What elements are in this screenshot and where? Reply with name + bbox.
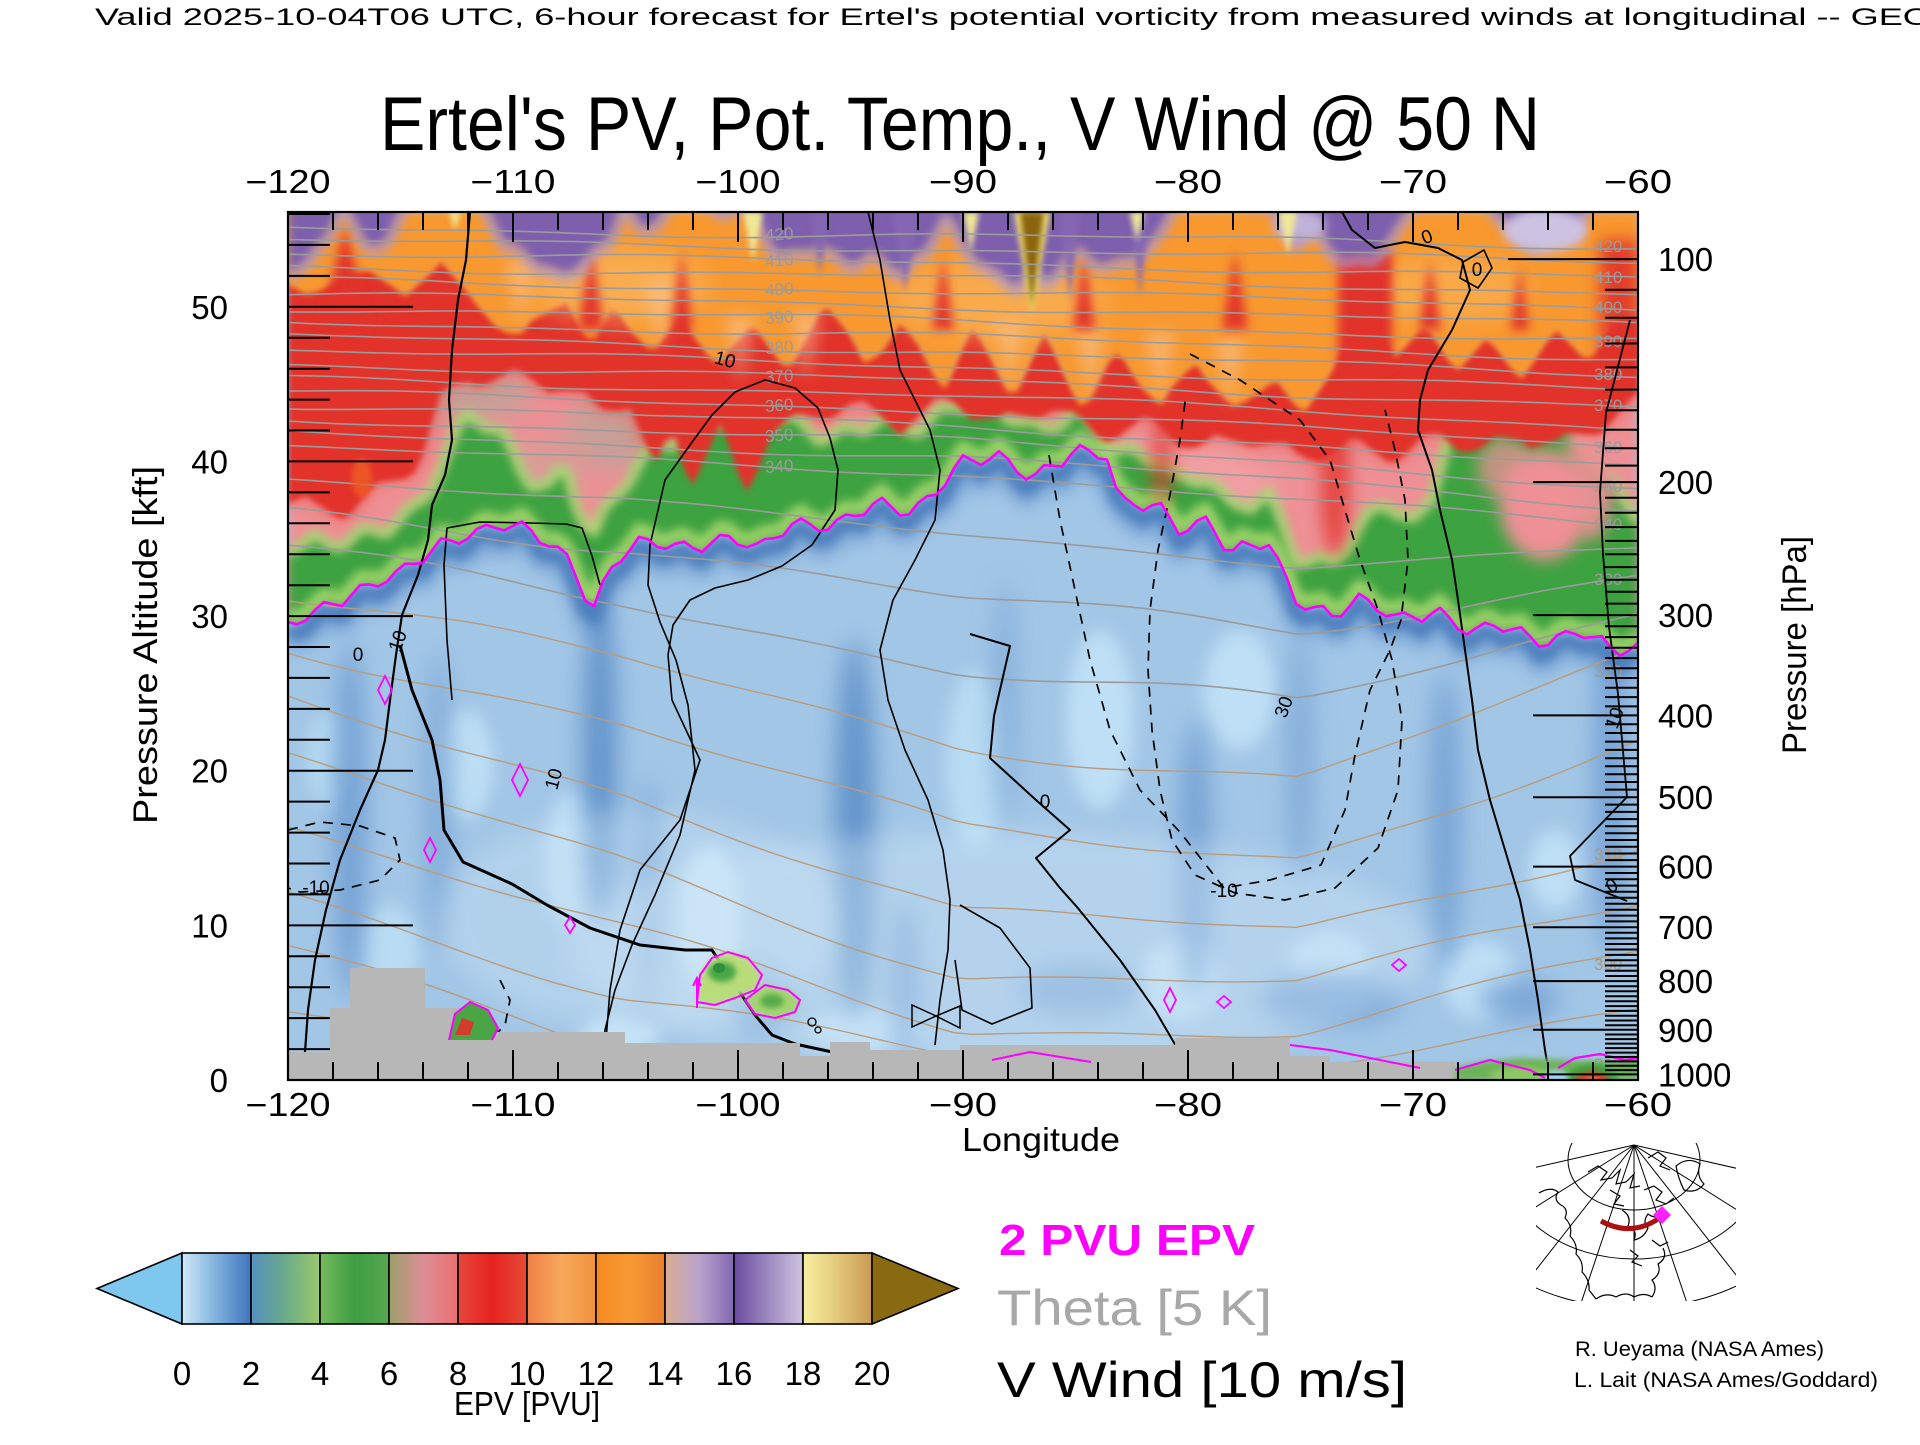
svg-text:700: 700 — [1658, 909, 1713, 946]
svg-text:Longitude: Longitude — [962, 1121, 1120, 1158]
svg-text:−120: −120 — [246, 163, 331, 200]
svg-text:−90: −90 — [929, 163, 997, 200]
svg-text:V Wind [10 m/s]: V Wind [10 m/s] — [997, 1352, 1407, 1408]
svg-text:−100: −100 — [696, 1086, 781, 1123]
svg-text:12: 12 — [578, 1355, 615, 1392]
svg-text:40: 40 — [191, 443, 228, 480]
svg-text:0: 0 — [210, 1062, 228, 1099]
svg-text:0: 0 — [1472, 260, 1483, 281]
svg-text:340: 340 — [764, 456, 794, 477]
svg-text:400: 400 — [764, 279, 794, 300]
svg-text:50: 50 — [191, 289, 228, 326]
svg-text:−110: −110 — [471, 1086, 556, 1123]
svg-text:Valid 2025-10-04T06 UTC, 6-hou: Valid 2025-10-04T06 UTC, 6-hour forecast… — [95, 4, 1920, 31]
svg-text:360: 360 — [764, 395, 794, 416]
svg-text:Theta [5 K]: Theta [5 K] — [997, 1280, 1272, 1336]
svg-text:20: 20 — [191, 753, 228, 790]
svg-text:EPV [PVU]: EPV [PVU] — [454, 1385, 600, 1422]
svg-text:−80: −80 — [1154, 163, 1222, 200]
svg-text:0: 0 — [173, 1355, 191, 1392]
svg-text:10: 10 — [191, 907, 228, 944]
svg-text:-10: -10 — [302, 878, 329, 899]
svg-text:340: 340 — [1594, 515, 1622, 534]
svg-text:420: 420 — [1594, 237, 1622, 256]
svg-text:350: 350 — [764, 425, 794, 446]
svg-text:390: 390 — [764, 307, 794, 328]
svg-text:-10: -10 — [1210, 881, 1237, 902]
svg-text:−60: −60 — [1604, 1086, 1672, 1123]
svg-text:−70: −70 — [1379, 1086, 1447, 1123]
svg-text:2: 2 — [242, 1355, 260, 1392]
svg-text:8: 8 — [449, 1355, 467, 1392]
svg-text:410: 410 — [1594, 268, 1622, 287]
svg-text:600: 600 — [1658, 849, 1713, 886]
svg-text:Pressure Altitude [kft]: Pressure Altitude [kft] — [127, 466, 165, 824]
svg-text:500: 500 — [1658, 779, 1713, 816]
svg-text:200: 200 — [1658, 464, 1713, 501]
svg-text:390: 390 — [1594, 332, 1622, 351]
svg-text:−110: −110 — [471, 163, 556, 200]
svg-text:R. Ueyama (NASA Ames): R. Ueyama (NASA Ames) — [1575, 1338, 1824, 1361]
svg-text:10: 10 — [509, 1355, 546, 1392]
svg-text:−60: −60 — [1604, 163, 1672, 200]
svg-text:14: 14 — [647, 1355, 684, 1392]
svg-text:20: 20 — [854, 1355, 891, 1392]
svg-text:0: 0 — [353, 645, 364, 666]
svg-text:800: 800 — [1658, 963, 1713, 1000]
svg-text:−120: −120 — [246, 1086, 331, 1123]
svg-text:−80: −80 — [1154, 1086, 1222, 1123]
svg-text:0: 0 — [1040, 792, 1051, 813]
svg-text:−90: −90 — [929, 1086, 997, 1123]
svg-text:400: 400 — [1658, 697, 1713, 734]
svg-text:420: 420 — [764, 224, 794, 245]
svg-text:900: 900 — [1658, 1012, 1713, 1049]
svg-text:1000: 1000 — [1658, 1056, 1731, 1093]
svg-text:−100: −100 — [696, 163, 781, 200]
svg-text:16: 16 — [716, 1355, 753, 1392]
svg-text:−70: −70 — [1379, 163, 1447, 200]
svg-text:18: 18 — [785, 1355, 822, 1392]
svg-text:380: 380 — [764, 337, 794, 358]
svg-text:6: 6 — [380, 1355, 398, 1392]
svg-text:Ertel's PV, Pot. Temp., V Wind: Ertel's PV, Pot. Temp., V Wind @ 50 N — [380, 82, 1540, 167]
svg-text:350: 350 — [1594, 477, 1622, 496]
svg-text:2 PVU EPV: 2 PVU EPV — [999, 1216, 1256, 1265]
svg-text:300: 300 — [1658, 597, 1713, 634]
svg-text:4: 4 — [311, 1355, 329, 1392]
svg-text:Pressure [hPa]: Pressure [hPa] — [1776, 536, 1814, 754]
svg-text:100: 100 — [1658, 241, 1713, 278]
svg-text:L. Lait (NASA Ames/Goddard): L. Lait (NASA Ames/Goddard) — [1574, 1369, 1878, 1392]
svg-text:400: 400 — [1594, 298, 1622, 317]
svg-text:30: 30 — [191, 598, 228, 635]
svg-text:410: 410 — [764, 250, 794, 271]
